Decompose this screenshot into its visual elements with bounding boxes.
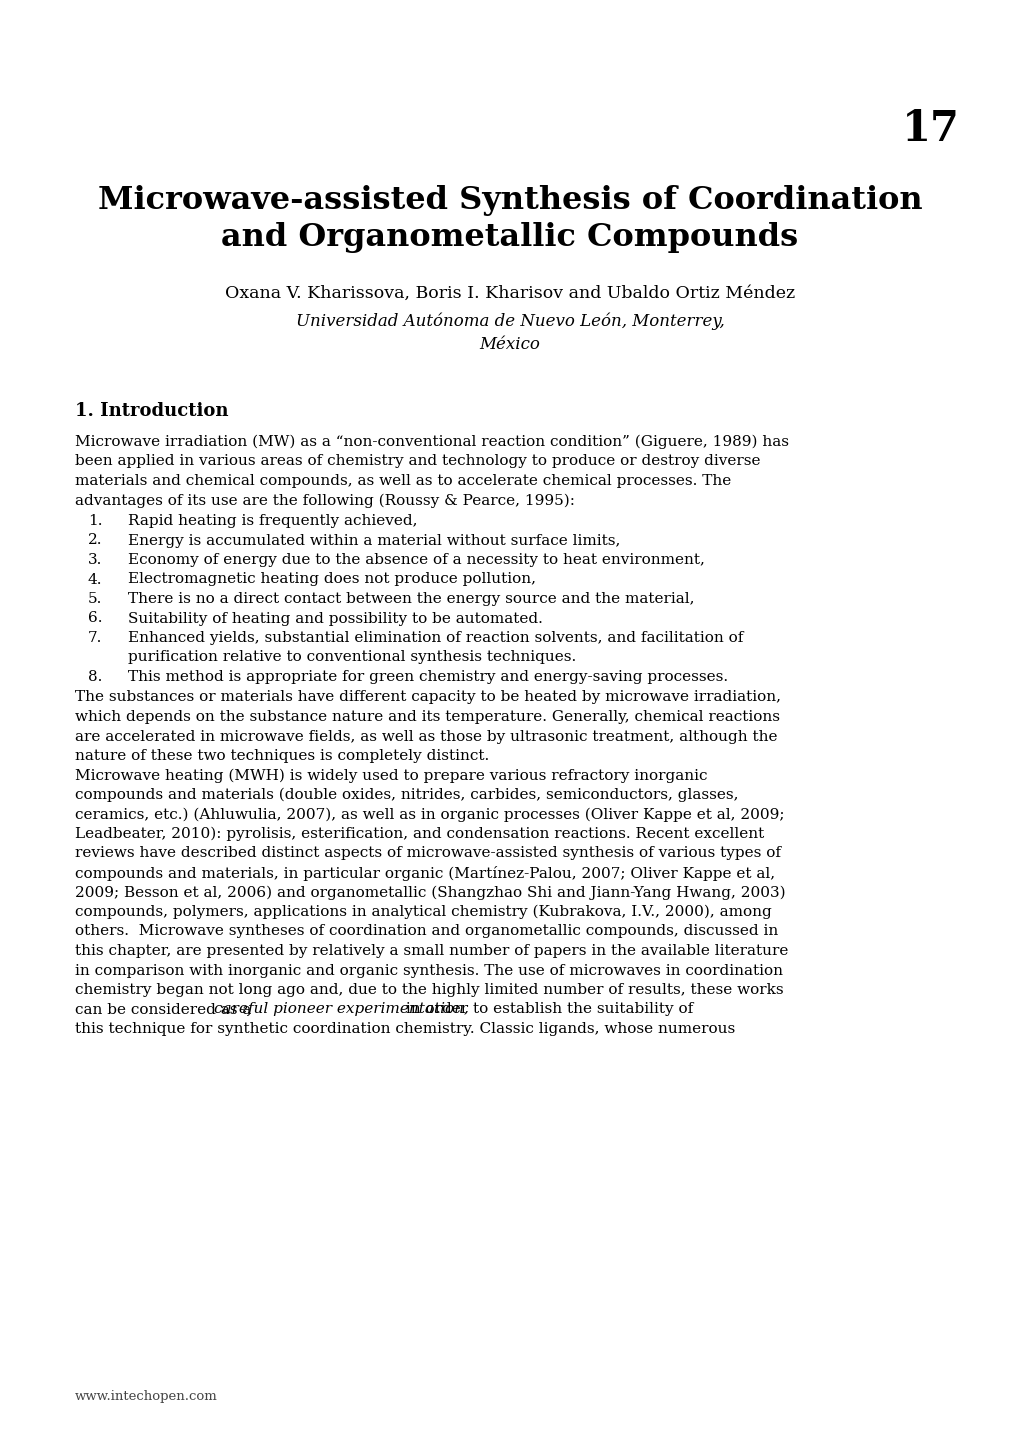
Text: 7.: 7.: [88, 630, 102, 645]
Text: compounds and materials (double oxides, nitrides, carbides, semiconductors, glas: compounds and materials (double oxides, …: [75, 789, 738, 803]
Text: are accelerated in microwave fields, as well as those by ultrasonic treatment, a: are accelerated in microwave fields, as …: [75, 730, 776, 744]
Text: this technique for synthetic coordination chemistry. Classic ligands, whose nume: this technique for synthetic coordinatio…: [75, 1022, 735, 1036]
Text: compounds, polymers, applications in analytical chemistry (Kubrakova, I.V., 2000: compounds, polymers, applications in ana…: [75, 905, 771, 920]
Text: The substances or materials have different capacity to be heated by microwave ir: The substances or materials have differe…: [75, 691, 781, 705]
Text: Rapid heating is frequently achieved,: Rapid heating is frequently achieved,: [127, 514, 417, 528]
Text: México: México: [479, 335, 540, 353]
Text: There is no a direct contact between the energy source and the material,: There is no a direct contact between the…: [127, 591, 694, 606]
Text: Enhanced yields, substantial elimination of reaction solvents, and facilitation : Enhanced yields, substantial elimination…: [127, 630, 743, 645]
Text: 1. Introduction: 1. Introduction: [75, 401, 228, 420]
Text: careful pioneer experimentation,: careful pioneer experimentation,: [214, 1003, 469, 1016]
Text: 5.: 5.: [88, 591, 102, 606]
Text: ceramics, etc.) (Ahluwulia, 2007), as well as in organic processes (Oliver Kappe: ceramics, etc.) (Ahluwulia, 2007), as we…: [75, 807, 784, 822]
Text: 2.: 2.: [88, 534, 102, 547]
Text: Microwave irradiation (MW) as a “non-conventional reaction condition” (Giguere, : Microwave irradiation (MW) as a “non-con…: [75, 435, 789, 449]
Text: in comparison with inorganic and organic synthesis. The use of microwaves in coo: in comparison with inorganic and organic…: [75, 964, 783, 977]
Text: which depends on the substance nature and its temperature. Generally, chemical r: which depends on the substance nature an…: [75, 709, 780, 724]
Text: 17: 17: [901, 108, 959, 150]
Text: Leadbeater, 2010): pyrolisis, esterification, and condensation reactions. Recent: Leadbeater, 2010): pyrolisis, esterifica…: [75, 827, 763, 842]
Text: advantages of its use are the following (Roussy & Pearce, 1995):: advantages of its use are the following …: [75, 494, 575, 508]
Text: Electromagnetic heating does not produce pollution,: Electromagnetic heating does not produce…: [127, 573, 535, 587]
Text: others.  Microwave syntheses of coordination and organometallic compounds, discu: others. Microwave syntheses of coordinat…: [75, 924, 777, 938]
Text: 8.: 8.: [88, 671, 102, 684]
Text: reviews have described distinct aspects of microwave-assisted synthesis of vario: reviews have described distinct aspects …: [75, 846, 781, 861]
Text: in order to establish the suitability of: in order to establish the suitability of: [400, 1003, 693, 1016]
Text: 4.: 4.: [88, 573, 102, 587]
Text: 3.: 3.: [88, 553, 102, 567]
Text: this chapter, are presented by relatively a small number of papers in the availa: this chapter, are presented by relativel…: [75, 944, 788, 958]
Text: 2009; Besson et al, 2006) and organometallic (Shangzhao Shi and Jiann-Yang Hwang: 2009; Besson et al, 2006) and organometa…: [75, 885, 785, 899]
Text: 1.: 1.: [88, 514, 102, 528]
Text: materials and chemical compounds, as well as to accelerate chemical processes. T: materials and chemical compounds, as wel…: [75, 473, 731, 488]
Text: 6.: 6.: [88, 612, 102, 626]
Text: Suitability of heating and possibility to be automated.: Suitability of heating and possibility t…: [127, 612, 542, 626]
Text: This method is appropriate for green chemistry and energy-saving processes.: This method is appropriate for green che…: [127, 671, 728, 684]
Text: can be considered as a: can be considered as a: [75, 1003, 256, 1016]
Text: Oxana V. Kharissova, Boris I. Kharisov and Ubaldo Ortiz Méndez: Oxana V. Kharissova, Boris I. Kharisov a…: [225, 285, 794, 302]
Text: chemistry began not long ago and, due to the highly limited number of results, t: chemistry began not long ago and, due to…: [75, 983, 783, 997]
Text: www.intechopen.com: www.intechopen.com: [75, 1390, 217, 1403]
Text: Energy is accumulated within a material without surface limits,: Energy is accumulated within a material …: [127, 534, 620, 547]
Text: been applied in various areas of chemistry and technology to produce or destroy : been applied in various areas of chemist…: [75, 455, 760, 469]
Text: purification relative to conventional synthesis techniques.: purification relative to conventional sy…: [127, 650, 576, 665]
Text: nature of these two techniques is completely distinct.: nature of these two techniques is comple…: [75, 750, 489, 763]
Text: Microwave-assisted Synthesis of Coordination: Microwave-assisted Synthesis of Coordina…: [98, 186, 921, 216]
Text: compounds and materials, in particular organic (Martínez-Palou, 2007; Oliver Kap: compounds and materials, in particular o…: [75, 866, 774, 881]
Text: Economy of energy due to the absence of a necessity to heat environment,: Economy of energy due to the absence of …: [127, 553, 704, 567]
Text: Microwave heating (MWH) is widely used to prepare various refractory inorganic: Microwave heating (MWH) is widely used t…: [75, 768, 707, 783]
Text: Universidad Autónoma de Nuevo León, Monterrey,: Universidad Autónoma de Nuevo León, Mont…: [296, 312, 723, 330]
Text: and Organometallic Compounds: and Organometallic Compounds: [221, 222, 798, 253]
